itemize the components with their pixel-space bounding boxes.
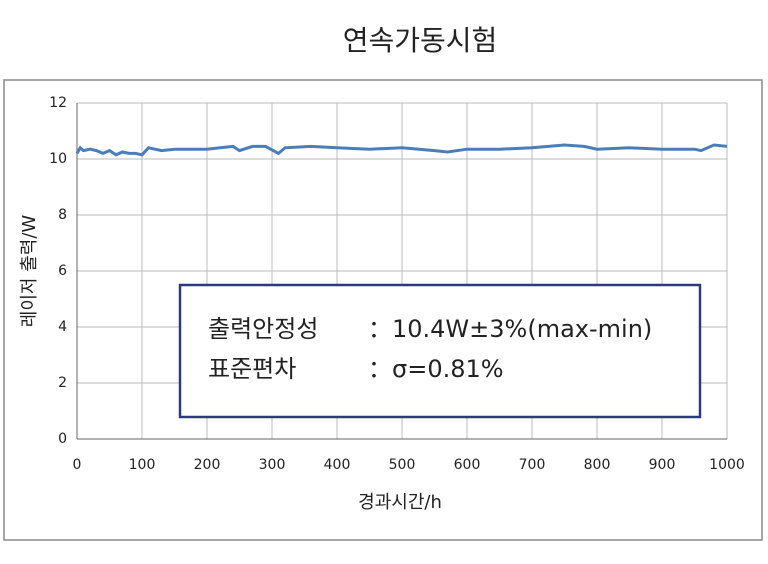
y-tick-label: 12 [49,95,67,111]
x-tick-label: 400 [324,457,351,473]
y-tick-label: 10 [49,151,67,167]
x-tick-label: 300 [259,457,286,473]
x-tick-label: 700 [519,457,546,473]
chart-frame [3,79,763,541]
y-axis-label: 레이저 출력/W [19,215,40,328]
annotation-text: ：σ=0.81% [368,355,504,383]
y-tick-label: 8 [58,207,67,223]
annotation-label: 출력안정성 [208,315,318,343]
x-axis-label: 경과시간/h [358,492,442,513]
y-tick-label: 2 [58,375,67,391]
x-tick-label: 800 [584,457,611,473]
annotation-text: ：10.4W±3%(max-min) [368,315,652,343]
x-tick-label: 1000 [709,457,745,473]
annotation-box [178,283,702,419]
x-tick-label: 100 [129,457,156,473]
annotation-label: 표준편차 [208,355,296,383]
y-tick-label: 4 [58,319,67,335]
data-line [75,143,728,157]
x-tick-label: 500 [389,457,416,473]
x-tick-label: 900 [649,457,676,473]
y-tick-label: 0 [58,431,67,447]
x-tick-label: 600 [454,457,481,473]
chart-title: 연속가동시험 [343,24,498,57]
x-tick-label: 200 [194,457,221,473]
x-tick-label: 0 [73,457,82,473]
y-tick-label: 6 [58,263,67,279]
